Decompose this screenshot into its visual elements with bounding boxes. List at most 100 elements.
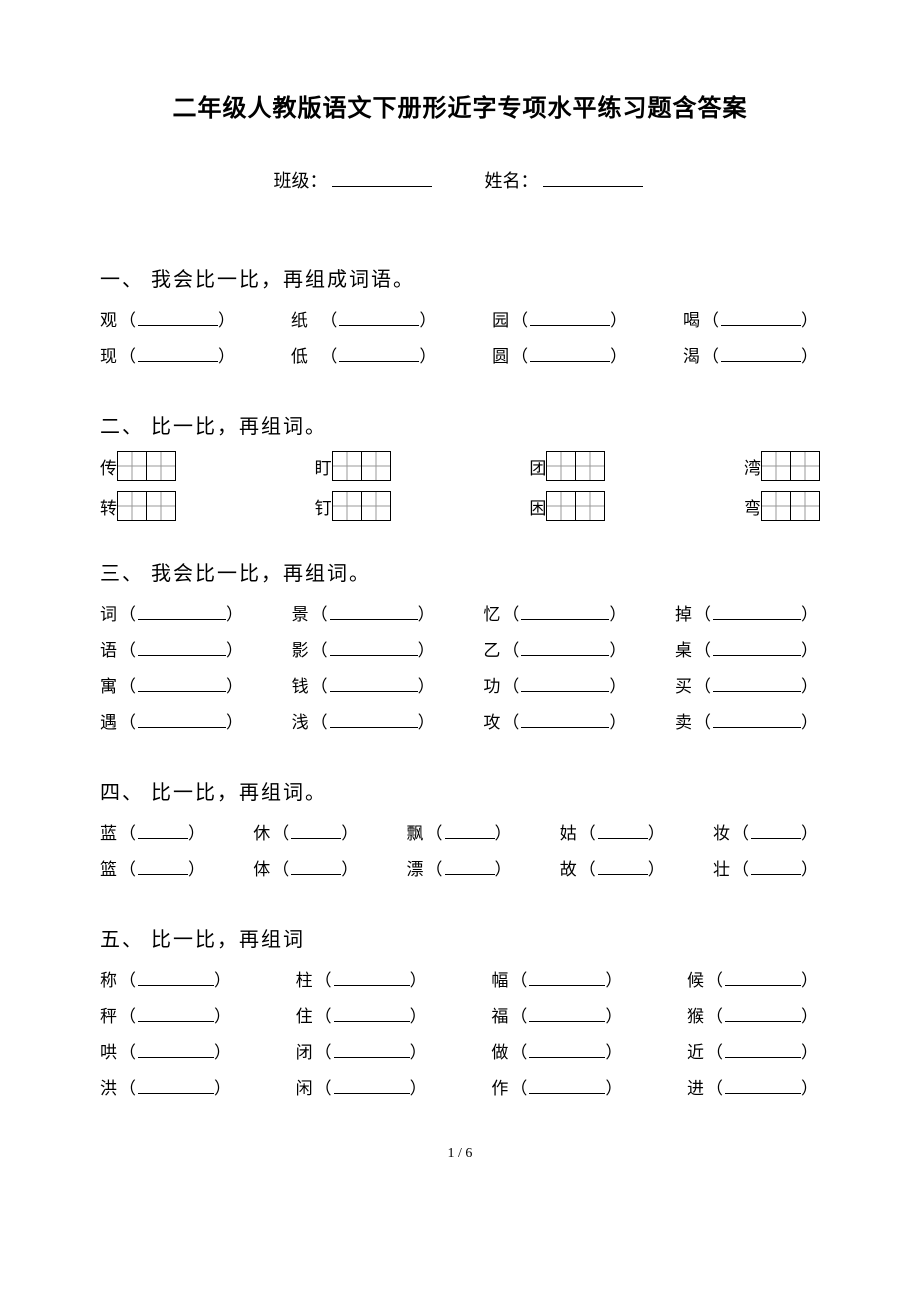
fill-blank[interactable] [725, 1007, 801, 1022]
fill-blank[interactable] [138, 641, 226, 656]
write-box[interactable] [546, 491, 605, 521]
char: 掉 [675, 598, 694, 632]
char: 影 [292, 634, 311, 668]
section-2: 二、 比一比，再组词。 传 盯 团 湾 转 钉 困 弯 [100, 410, 820, 521]
fill-blank[interactable] [521, 605, 609, 620]
fill-blank[interactable] [713, 677, 801, 692]
fill-blank[interactable] [138, 1007, 214, 1022]
fill-blank[interactable] [334, 971, 410, 986]
fill-blank[interactable] [521, 677, 609, 692]
char: 园 [492, 304, 511, 338]
class-blank[interactable] [332, 169, 432, 187]
fill-blank[interactable] [521, 713, 609, 728]
fill-blank[interactable] [330, 641, 418, 656]
list-item: 钱（） [292, 670, 437, 704]
fill-blank[interactable] [138, 1079, 214, 1094]
fill-blank[interactable] [725, 1079, 801, 1094]
fill-blank[interactable] [334, 1043, 410, 1058]
fill-blank[interactable] [598, 824, 648, 839]
table-row: 现（） 低 （） 圆（） 渴（） [100, 340, 820, 374]
fill-blank[interactable] [138, 311, 218, 326]
write-box[interactable] [761, 491, 820, 521]
fill-blank[interactable] [138, 971, 214, 986]
fill-blank[interactable] [138, 860, 188, 875]
fill-blank[interactable] [530, 347, 610, 362]
char: 哄 [100, 1036, 119, 1070]
fill-blank[interactable] [751, 860, 801, 875]
fill-blank[interactable] [529, 1043, 605, 1058]
fill-blank[interactable] [138, 347, 218, 362]
fill-blank[interactable] [713, 605, 801, 620]
char: 候 [687, 964, 706, 998]
list-item: 观（） [100, 304, 237, 338]
char: 圆 [492, 340, 511, 374]
fill-blank[interactable] [725, 1043, 801, 1058]
fill-blank[interactable] [751, 824, 801, 839]
name-blank[interactable] [543, 169, 643, 187]
section-3-heading: 三、 我会比一比，再组词。 [100, 557, 820, 586]
write-box[interactable] [332, 451, 391, 481]
fill-blank[interactable] [339, 347, 419, 362]
fill-blank[interactable] [530, 311, 610, 326]
fill-blank[interactable] [138, 824, 188, 839]
fill-blank[interactable] [529, 1079, 605, 1094]
write-box[interactable] [117, 491, 176, 521]
write-box[interactable] [332, 491, 391, 521]
fill-blank[interactable] [138, 1043, 214, 1058]
char: 近 [687, 1036, 706, 1070]
char: 篮 [100, 853, 119, 887]
char: 忆 [483, 598, 502, 632]
list-item: 影（） [292, 634, 437, 668]
table-row: 称（） 柱（） 幅（） 候（） [100, 964, 820, 998]
list-item: 秤（） [100, 1000, 233, 1034]
fill-blank[interactable] [529, 1007, 605, 1022]
fill-blank[interactable] [138, 713, 226, 728]
fill-blank[interactable] [721, 347, 801, 362]
list-item: 传 [100, 451, 176, 481]
list-item: 现（） [100, 340, 237, 374]
fill-blank[interactable] [529, 971, 605, 986]
list-item: 作（） [491, 1072, 624, 1106]
fill-blank[interactable] [138, 677, 226, 692]
fill-blank[interactable] [330, 677, 418, 692]
list-item: 猴（） [687, 1000, 820, 1034]
fill-blank[interactable] [138, 605, 226, 620]
fill-blank[interactable] [521, 641, 609, 656]
write-box[interactable] [546, 451, 605, 481]
list-item: 体（） [253, 853, 360, 887]
list-item: 园（） [492, 304, 629, 338]
write-box[interactable] [761, 451, 820, 481]
fill-blank[interactable] [291, 824, 341, 839]
meta-row: 班级： 姓名： [100, 167, 820, 193]
fill-blank[interactable] [445, 860, 495, 875]
fill-blank[interactable] [334, 1079, 410, 1094]
fill-blank[interactable] [598, 860, 648, 875]
table-row: 哄（） 闭（） 做（） 近（） [100, 1036, 820, 1070]
list-item: 喝（） [683, 304, 820, 338]
fill-blank[interactable] [721, 311, 801, 326]
write-box[interactable] [117, 451, 176, 481]
fill-blank[interactable] [445, 824, 495, 839]
char: 转 [100, 494, 117, 519]
char: 弯 [744, 494, 761, 519]
char: 遇 [100, 706, 119, 740]
fill-blank[interactable] [330, 605, 418, 620]
list-item: 哄（） [100, 1036, 233, 1070]
list-item: 称（） [100, 964, 233, 998]
fill-blank[interactable] [339, 311, 419, 326]
list-item: 圆（） [492, 340, 629, 374]
table-row: 篮（） 体（） 漂（） 故（） 壮（） [100, 853, 820, 887]
table-row: 蓝（） 休（） 飘（） 姑（） 妆（） [100, 817, 820, 851]
list-item: 飘（） [407, 817, 514, 851]
fill-blank[interactable] [334, 1007, 410, 1022]
char: 钉 [315, 494, 332, 519]
char: 漂 [407, 853, 426, 887]
fill-blank[interactable] [713, 713, 801, 728]
char: 猴 [687, 1000, 706, 1034]
char: 福 [491, 1000, 510, 1034]
list-item: 盯 [315, 451, 391, 481]
fill-blank[interactable] [291, 860, 341, 875]
fill-blank[interactable] [330, 713, 418, 728]
fill-blank[interactable] [725, 971, 801, 986]
fill-blank[interactable] [713, 641, 801, 656]
